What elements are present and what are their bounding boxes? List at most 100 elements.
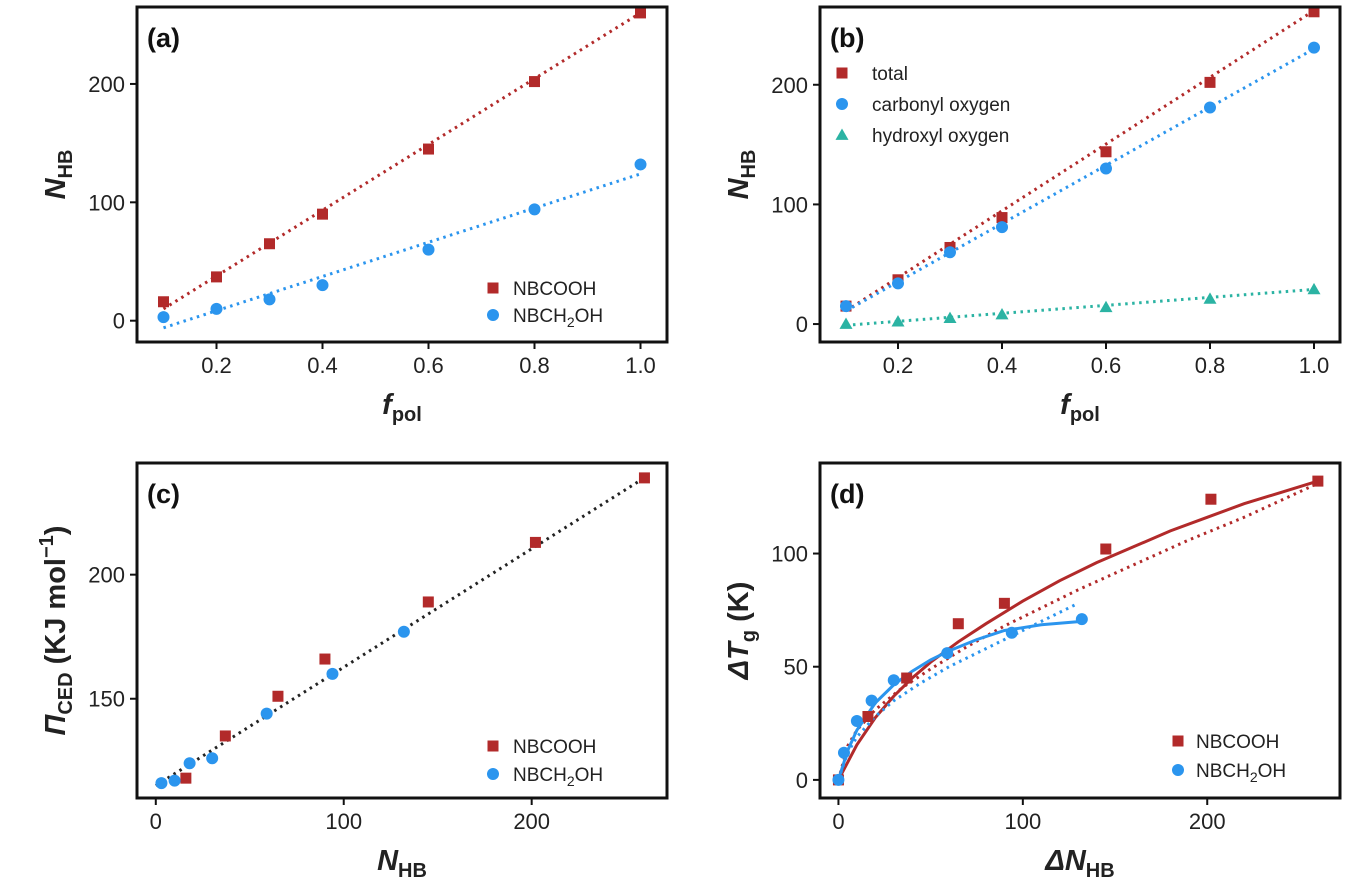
data-point-s1-6	[529, 76, 540, 88]
data-point-s1-7	[1205, 493, 1217, 505]
data-point-s2-4	[865, 694, 878, 707]
legend-marker	[1172, 764, 1184, 776]
legend-entry: carbonyl oxygen	[872, 95, 1010, 116]
plot-frame	[818, 5, 1342, 344]
y-axis-title: NHB	[723, 150, 760, 200]
data-point-s2-5	[260, 707, 273, 720]
legend-marker	[836, 67, 848, 79]
x-tick-label: 0.6	[413, 353, 444, 378]
data-point-s2-8	[1075, 613, 1088, 626]
panel-1: 0.2 0.4 0.6 0.8 1.00100200fpolNHB(a)NBCOOHNB…	[40, 5, 669, 426]
y-tick-label: 200	[88, 563, 125, 588]
y-axis-title: ΠCED (KJ mol−1)	[36, 526, 77, 736]
data-point-s2-2	[837, 746, 850, 759]
data-point-s2-3	[263, 293, 276, 306]
data-point-s1-6	[1204, 76, 1216, 88]
x-tick-label: 200	[1189, 809, 1226, 834]
legend-marker	[487, 740, 499, 752]
fit-curve-1	[155, 474, 649, 787]
y-tick-label: 0	[796, 312, 808, 337]
y-tick-label: 200	[771, 73, 808, 98]
y-tick-label: 100	[88, 190, 125, 215]
legend-marker	[1172, 735, 1184, 747]
x-tick-label: 100	[325, 809, 362, 834]
x-tick-label: 0.8	[1195, 353, 1226, 378]
data-point-s1-7	[635, 7, 646, 19]
x-tick-label: 0.2	[883, 353, 914, 378]
legend-entry: NBCOOH	[513, 279, 596, 300]
y-axis-title: NHB	[40, 150, 77, 200]
panel-label: (d)	[830, 479, 864, 509]
x-tick-label: 0.8	[519, 353, 550, 378]
y-tick-label: 0	[796, 768, 808, 793]
y-tick-label: 100	[771, 192, 808, 217]
data-point-s1-4	[317, 208, 328, 220]
x-tick-label: 0	[150, 809, 162, 834]
x-tick-label: 200	[513, 809, 550, 834]
data-point-s1-8	[1312, 475, 1324, 487]
legend: NBCOOH NBCH2OH	[487, 737, 603, 789]
data-point-s2-4	[996, 221, 1008, 234]
plot-frame	[135, 461, 669, 800]
legend-entry: NBCOOH	[1196, 732, 1279, 753]
legend-marker	[835, 128, 849, 140]
legend-marker	[487, 768, 499, 780]
y-tick-label: 0	[113, 309, 125, 334]
data-point-s2-4	[316, 279, 329, 292]
legend: NBCOOH NBCH2OH	[487, 279, 603, 330]
fit-curve-4	[836, 601, 1079, 781]
data-point-s1-2	[211, 271, 222, 283]
data-point-s1-7	[638, 472, 650, 484]
data-point-s3-1	[839, 317, 853, 329]
x-tick-label: 0.4	[307, 353, 338, 378]
x-axis-title: ΔNHB	[1044, 845, 1114, 882]
legend-entry: NBCOOH	[513, 737, 596, 758]
y-tick-label: 150	[88, 687, 125, 712]
panel-2: 0.2 0.4 0.6 0.8 1.0 0 100 200 fpol NHB (b) total car…	[723, 5, 1342, 426]
data-point-s1-4	[996, 212, 1008, 224]
fit-line-2	[163, 172, 641, 330]
panel-3: 0 100 200 150 200 NHB ΠCED (KJ mol−1) (c) NBCOOH…	[36, 461, 669, 882]
x-tick-label: 0.6	[1091, 353, 1122, 378]
x-axis-title: NHB	[377, 845, 427, 882]
data-point-s2-6	[941, 647, 954, 660]
data-point-s2-2	[168, 774, 181, 787]
data-point-s1-3	[901, 672, 913, 684]
data-point-s2-1	[155, 777, 168, 790]
plot-frame	[135, 5, 669, 344]
data-point-s2-3	[944, 246, 956, 259]
fit-curve-1	[837, 479, 1319, 781]
legend-marker	[836, 98, 848, 110]
legend-entry: NBCH2OH	[513, 765, 603, 789]
data-point-s3-7	[1307, 282, 1321, 295]
data-point-s2-2	[892, 277, 904, 290]
y-tick-label: 100	[771, 542, 808, 567]
data-point-s2-6	[528, 203, 541, 216]
legend-marker	[487, 282, 499, 294]
data-point-s1-2	[862, 711, 874, 723]
data-point-s3-3	[943, 311, 957, 323]
panel-label: (b)	[830, 23, 864, 53]
legend: NBCOOH NBCH2OH	[1172, 732, 1286, 785]
data-point-s3-6	[1203, 292, 1217, 304]
data-point-s3-4	[995, 307, 1009, 320]
data-point-s2-1	[157, 311, 170, 324]
data-point-s1-5	[998, 597, 1010, 609]
data-point-s2-3	[850, 715, 863, 728]
legend: total carbonyl oxygen hydroxyl oxygen	[835, 64, 1010, 147]
data-point-s2-7	[397, 625, 410, 638]
data-point-s2-3	[183, 757, 196, 770]
data-point-s1-4	[952, 618, 964, 630]
data-point-s2-2	[210, 302, 223, 315]
x-axis-title: fpol	[1060, 389, 1100, 426]
data-point-s2-6	[326, 667, 339, 680]
data-point-s1-6	[1100, 543, 1112, 555]
data-point-s1-5	[1100, 146, 1112, 158]
data-point-s1-4	[319, 653, 331, 665]
data-point-s2-1	[840, 300, 852, 313]
x-tick-label: 1.0	[1299, 353, 1330, 378]
y-axis-title: ΔTg (K)	[723, 582, 760, 681]
data-point-s1-1	[158, 296, 169, 308]
